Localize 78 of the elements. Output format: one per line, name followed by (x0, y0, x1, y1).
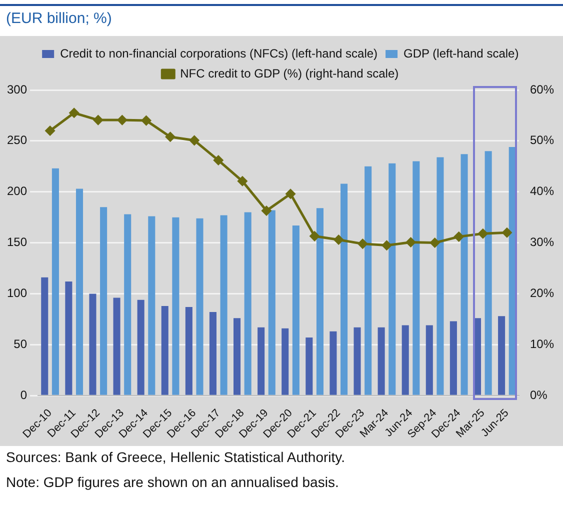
bar (258, 327, 265, 395)
bar (436, 157, 444, 395)
bar (364, 166, 372, 395)
y-tick-label: 300 (6, 82, 28, 96)
bar (316, 208, 324, 395)
point (334, 234, 344, 244)
point (382, 240, 392, 250)
y2-tick-label: 30% (530, 235, 554, 250)
bar (148, 216, 156, 395)
y-tick-label: 200 (6, 184, 28, 198)
point (69, 108, 79, 118)
bar (76, 188, 84, 395)
point (117, 115, 127, 125)
bar (209, 312, 216, 395)
bar (340, 184, 348, 395)
bar (172, 217, 180, 395)
bar (460, 154, 468, 395)
bar (402, 325, 409, 395)
bar (100, 207, 108, 395)
bar (354, 327, 361, 395)
legend-label: GDP (left-hand scale) (404, 46, 519, 60)
bar (450, 321, 457, 395)
y-tick-label: 250 (6, 133, 28, 148)
y-tick-label: 0 (20, 388, 28, 402)
y-tick-label: 100 (6, 286, 28, 300)
point (141, 116, 151, 126)
point (238, 176, 248, 186)
bar (52, 168, 59, 395)
y2-tick-label: 20% (530, 286, 554, 300)
source-note: Sources: Bank of Greece, Hellenic Statistical Authority. (5, 448, 346, 467)
point (430, 238, 440, 248)
point (502, 228, 512, 238)
y2-tick-label: 40% (530, 184, 554, 198)
point (190, 136, 200, 146)
bar (185, 306, 192, 395)
point (478, 228, 488, 238)
point (93, 115, 103, 125)
point (45, 126, 55, 136)
point (406, 238, 416, 248)
point (358, 239, 368, 249)
y-tick-label: 50 (14, 336, 28, 351)
bar (220, 215, 228, 395)
legend-label: NFC credit to GDP (%) (right-hand scale) (180, 66, 399, 80)
point (286, 189, 296, 199)
point (214, 156, 224, 166)
bar (412, 161, 420, 395)
bar (388, 163, 396, 395)
bar (41, 277, 48, 395)
y2-tick-label: 10% (530, 336, 554, 351)
bar (330, 331, 337, 395)
bar (378, 327, 385, 395)
bar (244, 212, 252, 395)
y-tick-label: 150 (6, 235, 28, 250)
point (454, 232, 464, 242)
point (166, 132, 176, 142)
bar (89, 294, 96, 395)
bar (292, 225, 300, 395)
y2-tick-label: 60% (530, 82, 554, 96)
bar (282, 328, 289, 395)
bar (484, 151, 492, 395)
bar (161, 306, 168, 395)
bar (113, 298, 120, 395)
point (262, 206, 272, 216)
bar (306, 338, 313, 395)
bar (426, 325, 433, 395)
bar (234, 318, 241, 395)
bar (268, 210, 276, 395)
chart-title: (EUR billion; %) (0, 4, 563, 36)
y2-tick-label: 50% (530, 133, 554, 148)
text: Note: GDP figures are shown on an annualised basis. (5, 473, 340, 492)
bar (498, 316, 506, 395)
bar (65, 282, 72, 395)
point (310, 231, 320, 241)
bar (124, 214, 132, 395)
legend-label: Credit to non-financial corporations (NFCs) (left-hand scale) (60, 46, 378, 60)
y2-tick-label: 0% (530, 388, 548, 402)
bar (196, 218, 204, 395)
bar (137, 300, 144, 395)
